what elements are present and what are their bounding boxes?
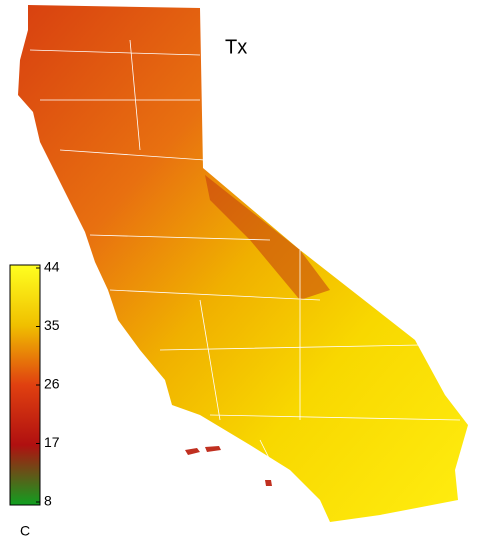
- map-title: Tx: [225, 36, 247, 58]
- colorbar-tick-label: 44: [44, 259, 60, 275]
- colorbar-tick-label: 17: [44, 434, 60, 450]
- colorbar-tick-label: 8: [44, 493, 52, 509]
- colorbar: [9, 264, 41, 506]
- colorbar-tick-label: 35: [44, 317, 60, 333]
- mountain-band: [205, 175, 330, 300]
- colorbar-unit: C: [20, 523, 30, 539]
- island: [185, 446, 272, 486]
- county-lines: [29, 39, 461, 521]
- colorbar-tick-label: 26: [44, 376, 60, 392]
- state-shape: [18, 5, 468, 522]
